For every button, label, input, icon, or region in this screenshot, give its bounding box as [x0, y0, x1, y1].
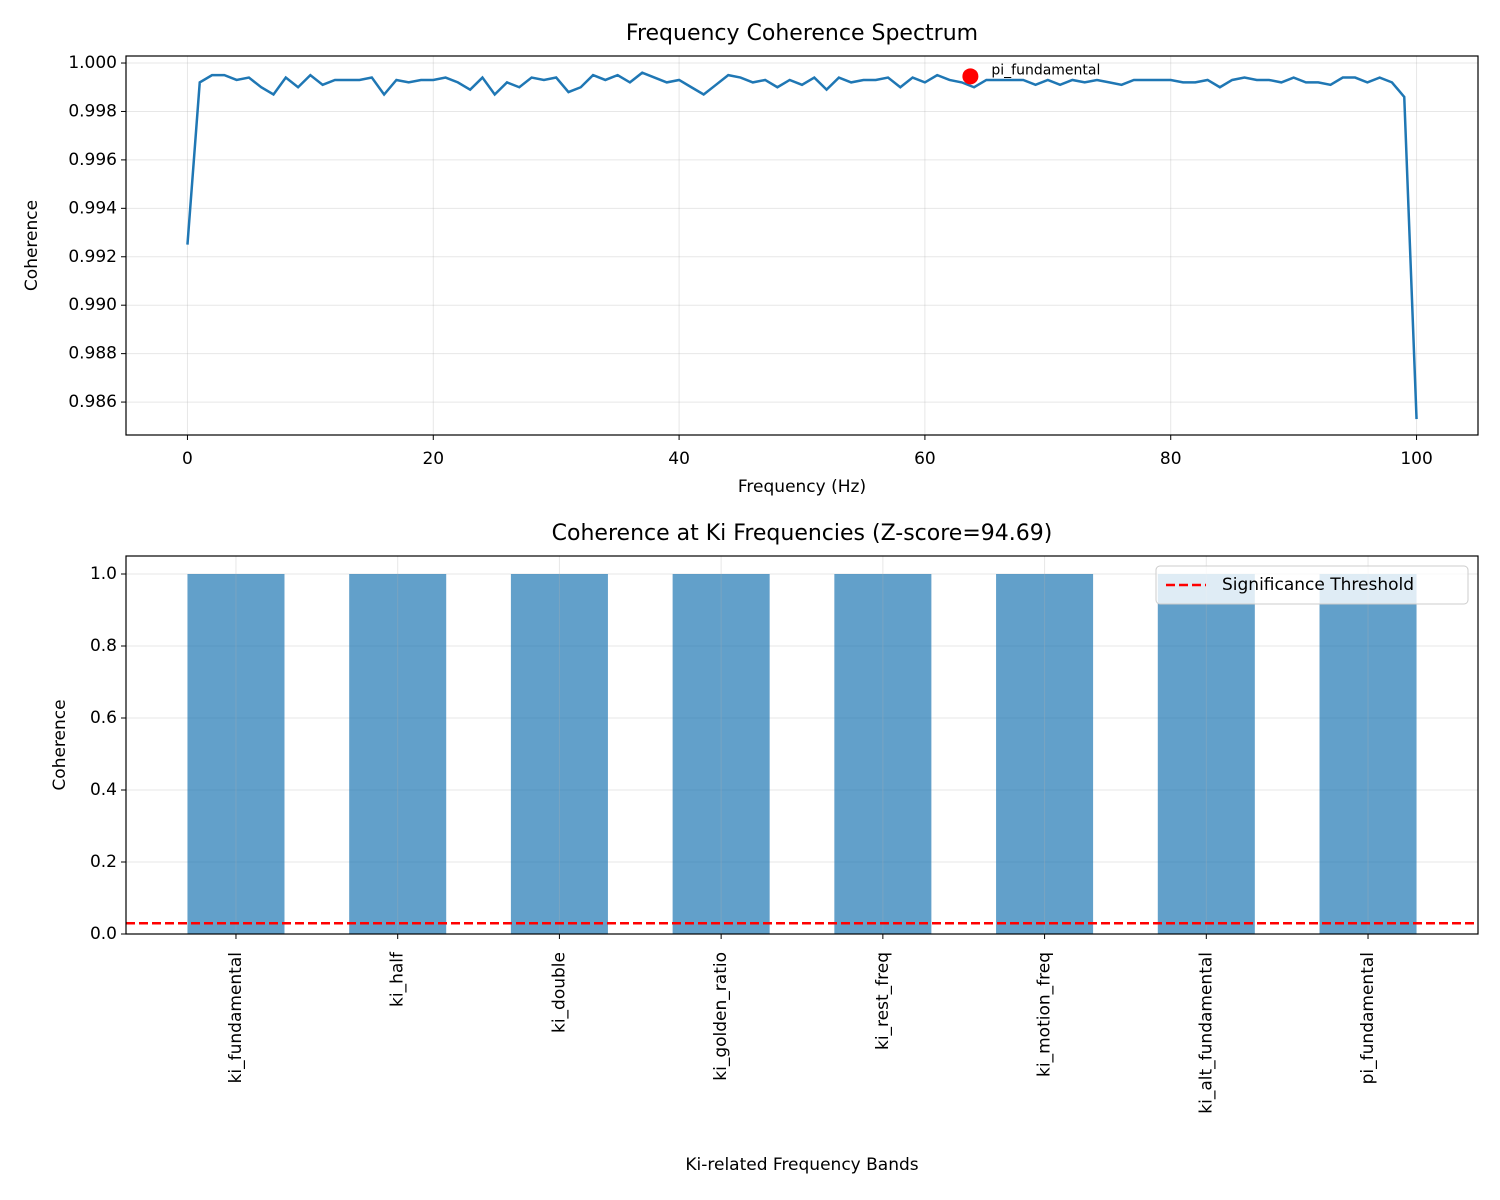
axes-frame: [125, 55, 1479, 436]
bar: [1319, 574, 1417, 934]
y-tick-label: 0.998: [68, 101, 117, 121]
chart-title: Coherence at Ki Frequencies (Z-score=94.…: [552, 521, 1053, 546]
x-tick-label: pi_fundamental: [1358, 952, 1378, 1084]
bar: [187, 574, 285, 934]
annotation: pi_fundamental: [991, 62, 1100, 78]
y-tick-label: 0.8: [90, 636, 117, 656]
chart-title: Frequency Coherence Spectrum: [626, 21, 978, 46]
x-tick-label: 20: [422, 449, 444, 469]
x-tick-label: ki_motion_freq: [1035, 952, 1055, 1077]
bar: [672, 574, 770, 934]
y-tick-label: 0.996: [68, 150, 117, 170]
y-tick-label: 0.6: [90, 708, 117, 728]
y-tick-label: 0.2: [90, 852, 117, 872]
x-tick-label: ki_half: [388, 951, 408, 1007]
line: [186, 71, 1418, 420]
axes-frame: [125, 555, 1479, 935]
y-tick-label: 0.994: [68, 198, 117, 218]
legend-label: Significance Threshold: [1222, 575, 1414, 595]
highlight-point: [962, 68, 979, 85]
x-tick-label: 40: [668, 449, 690, 469]
y-tick-label: 0.986: [68, 392, 117, 412]
x-tick-label: ki_rest_freq: [873, 952, 893, 1050]
y-tick-label: 1.000: [68, 53, 117, 73]
x-tick-label: ki_fundamental: [226, 952, 246, 1083]
bar: [996, 574, 1094, 934]
x-tick-label: ki_golden_ratio: [711, 952, 731, 1081]
bar: [349, 574, 447, 934]
legend: Significance Threshold: [1155, 565, 1469, 605]
x-tick-label: 80: [1160, 449, 1182, 469]
bar: [1157, 574, 1255, 934]
y-axis-label: Coherence: [50, 699, 70, 790]
y-tick-label: 0.4: [90, 780, 117, 800]
y-axis-label: Coherence: [22, 200, 42, 291]
x-axis-label: Ki-related Frequency Bands: [685, 1155, 918, 1175]
x-axis-label: Frequency (Hz): [738, 477, 866, 497]
y-tick-label: 0.0: [90, 924, 117, 944]
y-tick-label: 0.990: [68, 295, 117, 315]
bar: [510, 574, 608, 934]
x-tick-label: 0: [182, 449, 193, 469]
bar: [834, 574, 932, 934]
x-tick-label: ki_double: [549, 952, 569, 1033]
y-tick-label: 0.988: [68, 344, 117, 364]
y-tick-label: 1.0: [90, 564, 117, 584]
y-tick-label: 0.992: [68, 247, 117, 267]
x-tick-label: ki_alt_fundamental: [1196, 952, 1216, 1114]
x-tick-label: 100: [1400, 449, 1432, 469]
x-tick-label: 60: [914, 449, 936, 469]
legend-box: [1155, 565, 1469, 605]
